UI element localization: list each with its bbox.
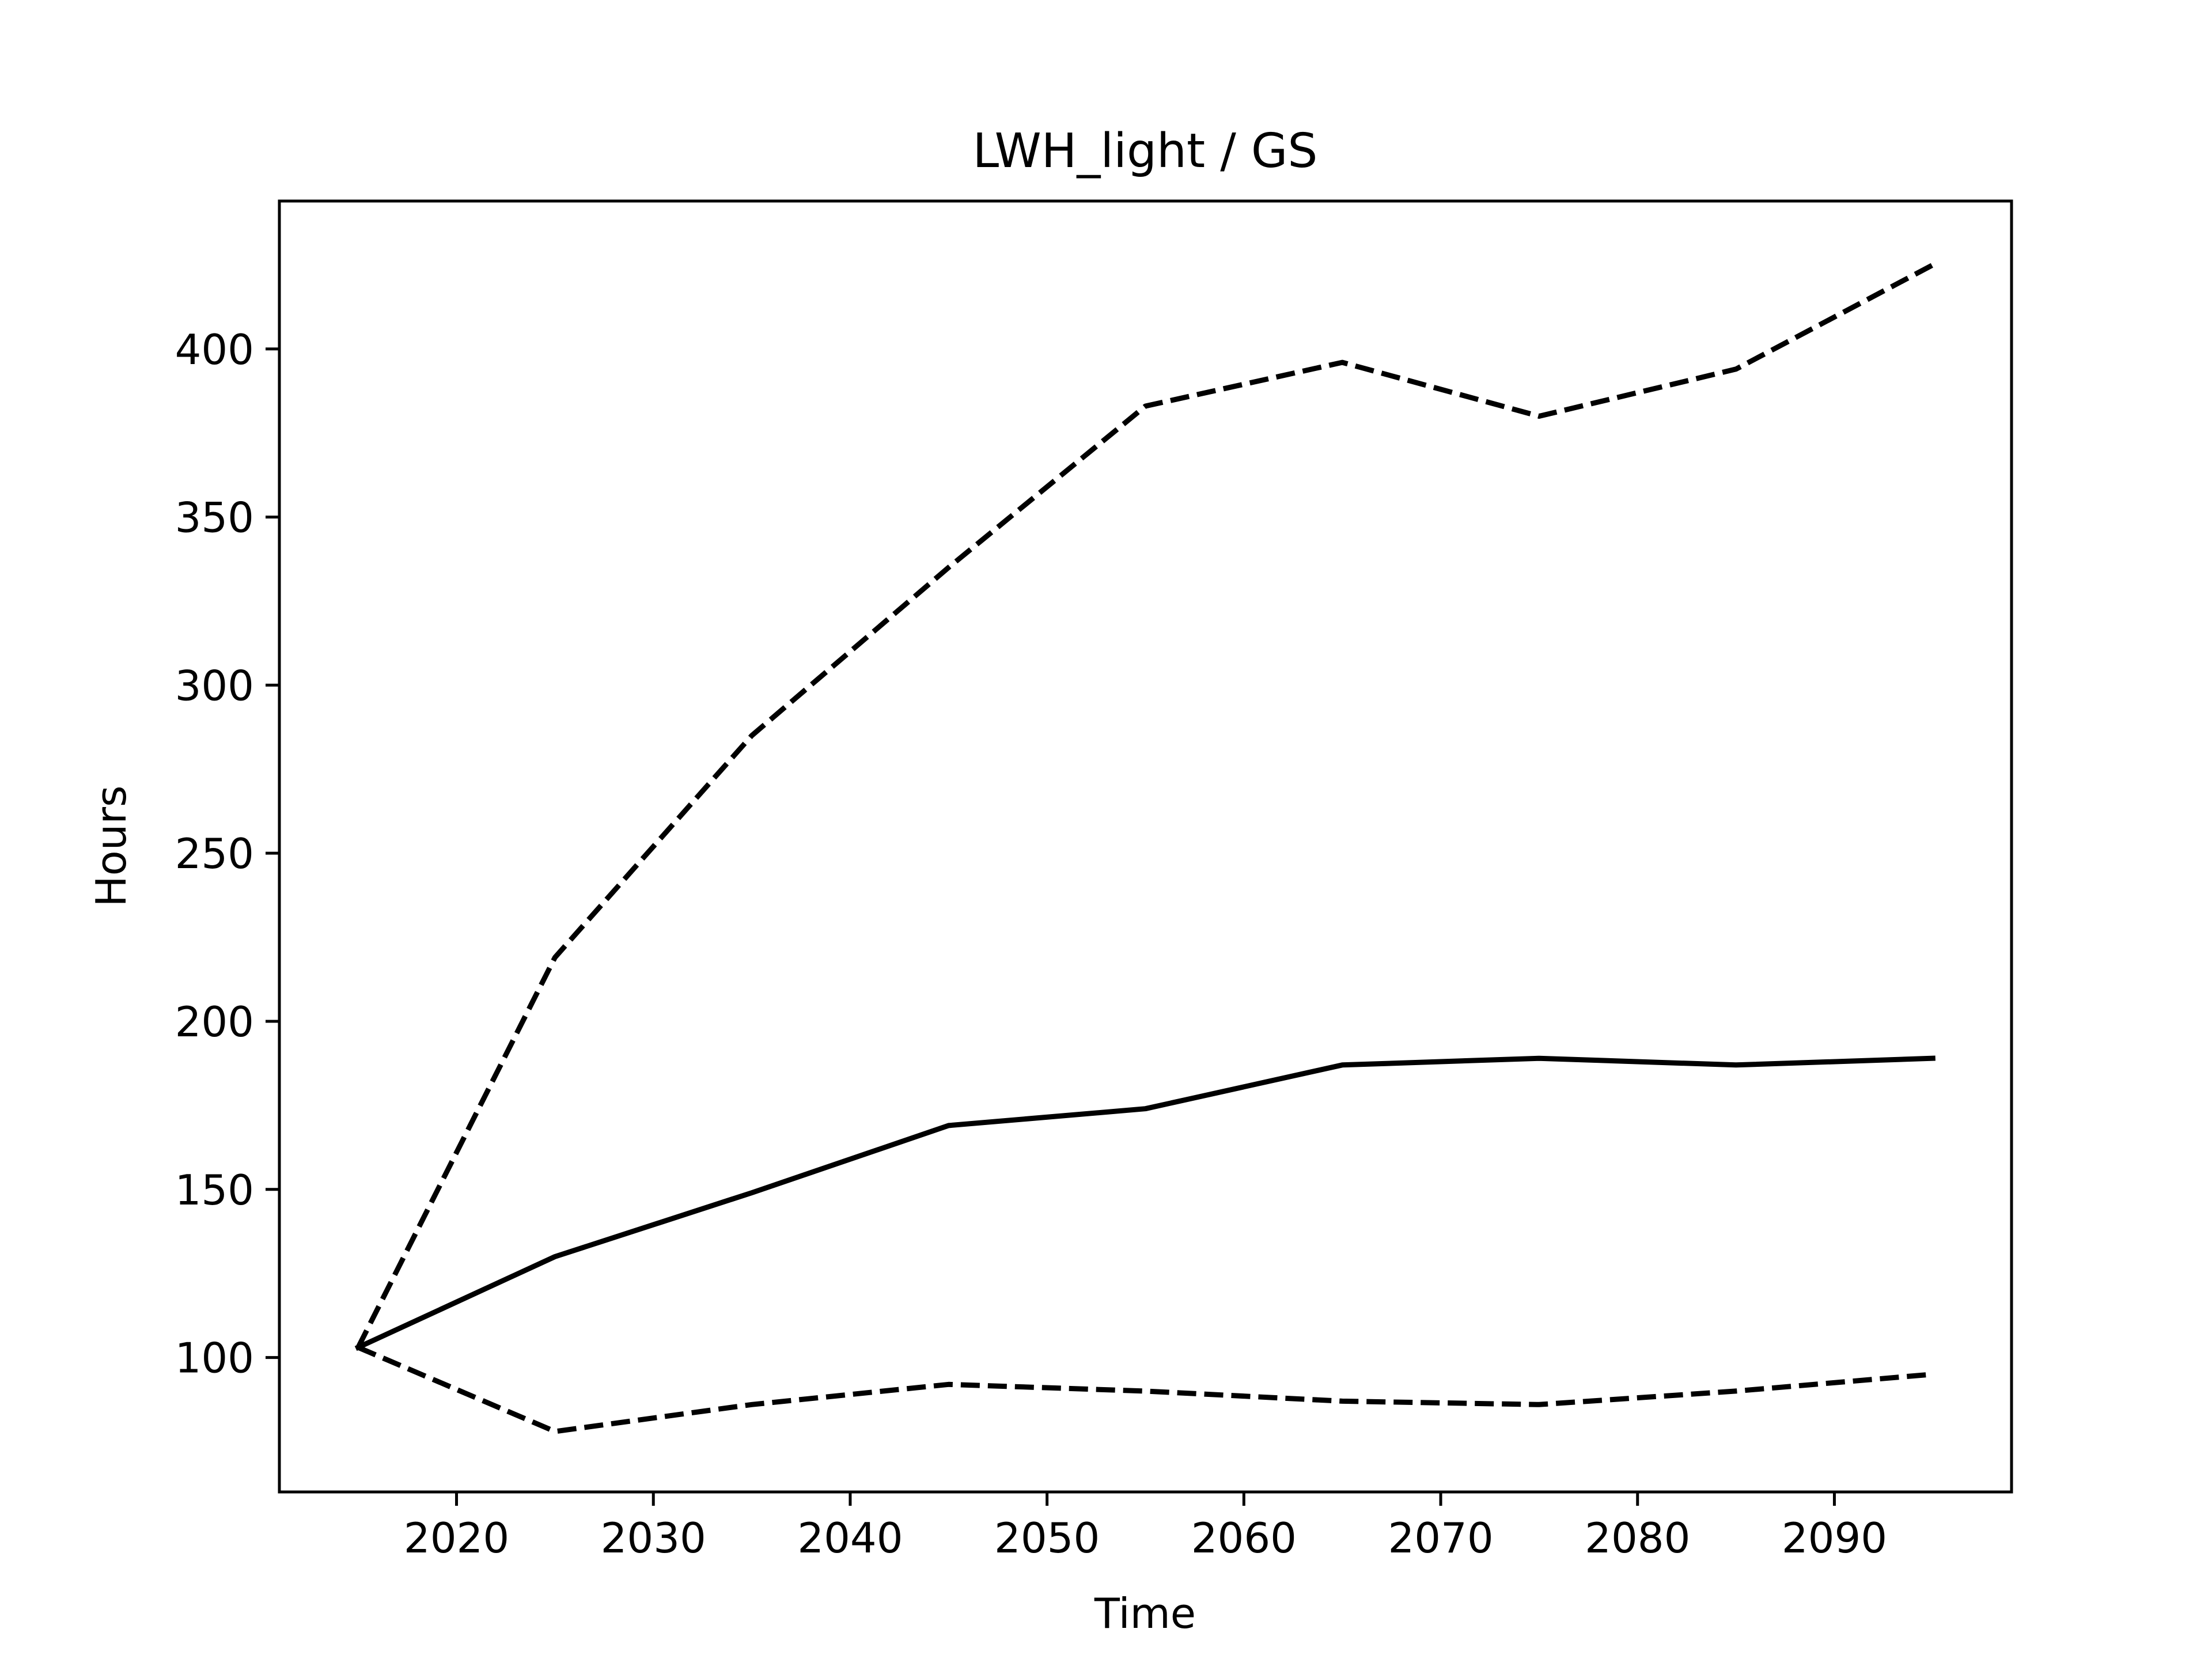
y-tick-label: 300 — [175, 661, 254, 710]
x-tick-label: 2060 — [1191, 1514, 1297, 1562]
x-axis: 2020 2030 2040 2050 2060 2070 2080 2090 — [404, 1492, 1887, 1562]
upper-bound-line — [355, 262, 1934, 1349]
x-tick-label: 2050 — [994, 1514, 1100, 1562]
x-tick-label: 2040 — [797, 1514, 903, 1562]
y-tick-label: 350 — [175, 494, 254, 542]
y-axis-label: Hours — [87, 786, 135, 907]
y-tick-label: 100 — [175, 1334, 254, 1382]
x-tick-label: 2080 — [1585, 1514, 1690, 1562]
x-tick-label: 2070 — [1388, 1514, 1493, 1562]
x-tick-label: 2090 — [1782, 1514, 1887, 1562]
y-axis: 100 150 200 250 300 350 400 — [175, 325, 279, 1382]
y-tick-label: 250 — [175, 830, 254, 878]
x-tick-label: 2020 — [404, 1514, 509, 1562]
y-tick-label: 200 — [175, 998, 254, 1046]
series-layer — [354, 262, 1936, 1434]
chart-title: LWH_light / GS — [973, 124, 1318, 179]
lower-bound-line — [357, 1344, 1933, 1434]
plot-frame — [278, 199, 2013, 1494]
y-tick-label: 400 — [175, 325, 254, 374]
y-tick-label: 150 — [175, 1166, 254, 1214]
median-line — [354, 1055, 1936, 1351]
x-axis-label: Time — [1094, 1589, 1196, 1638]
x-tick-label: 2030 — [601, 1514, 706, 1562]
